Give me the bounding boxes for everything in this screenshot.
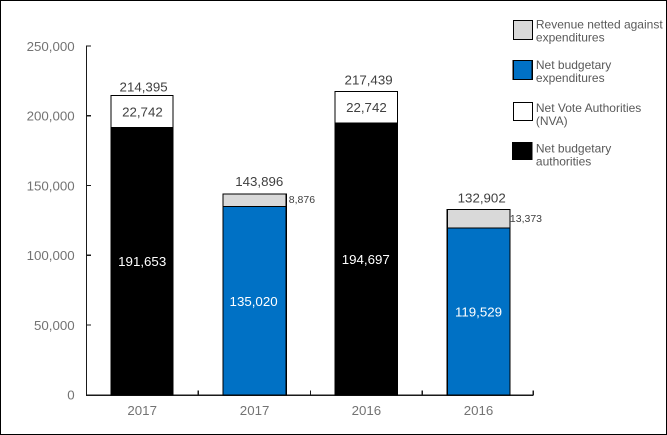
- svg-text:expenditures: expenditures: [536, 31, 605, 45]
- svg-text:2017: 2017: [240, 403, 270, 418]
- svg-text:2017: 2017: [127, 403, 157, 418]
- svg-text:Net budgetary: Net budgetary: [536, 58, 611, 72]
- svg-text:143,896: 143,896: [235, 174, 283, 189]
- svg-text:200,000: 200,000: [27, 109, 75, 124]
- svg-text:250,000: 250,000: [27, 39, 75, 54]
- svg-text:authorities: authorities: [536, 155, 591, 169]
- svg-text:191,653: 191,653: [118, 254, 166, 269]
- svg-text:22,742: 22,742: [346, 100, 387, 115]
- svg-text:100,000: 100,000: [27, 248, 75, 263]
- svg-text:2016: 2016: [464, 403, 494, 418]
- svg-text:Net budgetary: Net budgetary: [536, 141, 611, 155]
- svg-text:217,439: 217,439: [345, 72, 393, 87]
- svg-text:135,020: 135,020: [230, 294, 278, 309]
- svg-text:Revenue netted against: Revenue netted against: [536, 17, 663, 31]
- svg-text:2016: 2016: [352, 403, 382, 418]
- svg-text:0: 0: [67, 388, 74, 403]
- svg-text:50,000: 50,000: [34, 318, 75, 333]
- svg-text:194,697: 194,697: [342, 252, 390, 267]
- svg-text:22,742: 22,742: [122, 105, 163, 120]
- svg-text:150,000: 150,000: [27, 178, 75, 193]
- svg-text:214,395: 214,395: [120, 79, 168, 94]
- svg-text:8,876: 8,876: [289, 194, 315, 206]
- svg-text:expenditures: expenditures: [536, 71, 605, 85]
- svg-text:13,373: 13,373: [510, 213, 542, 225]
- svg-text:(NVA): (NVA): [536, 114, 568, 128]
- svg-text:Net Vote Authorities: Net Vote Authorities: [536, 101, 641, 115]
- svg-text:132,902: 132,902: [458, 191, 506, 206]
- svg-text:119,529: 119,529: [455, 304, 502, 319]
